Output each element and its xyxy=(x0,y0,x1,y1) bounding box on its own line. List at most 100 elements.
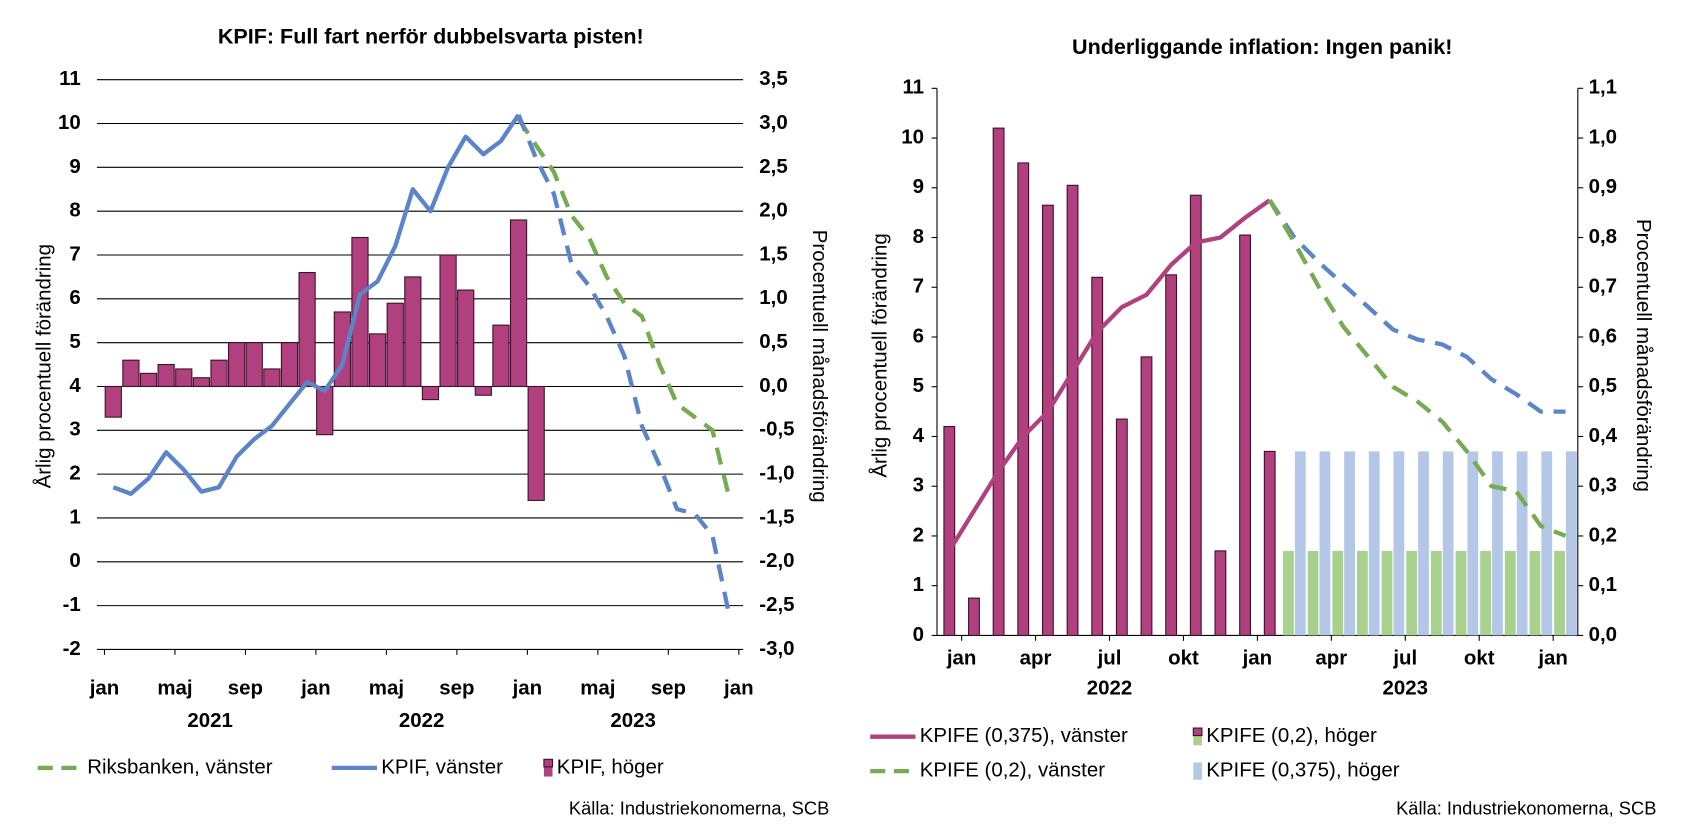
y-tick-label: -1 xyxy=(63,593,81,616)
y-axis-label: Årlig procentuell förändring xyxy=(868,233,891,477)
y2-tick-label: 0,1 xyxy=(1589,573,1617,596)
line xyxy=(516,117,733,501)
y-tick-label: 1 xyxy=(913,573,924,596)
bar xyxy=(210,359,228,388)
bar xyxy=(1541,451,1553,636)
year-label: 2022 xyxy=(1087,677,1133,700)
charts: KPIF: Full fart nerför dubbelsvarta pist… xyxy=(33,24,1657,818)
bar xyxy=(1115,418,1128,636)
y2-tick-label: 2,5 xyxy=(759,155,787,178)
source: Källa: Industriekonomerna, SCB xyxy=(1396,798,1656,819)
x-tick-label: jan xyxy=(300,677,331,700)
y-tick-label: 3 xyxy=(69,418,80,441)
bar xyxy=(457,289,475,388)
bar xyxy=(1516,451,1528,636)
y-tick-label: 0 xyxy=(69,549,80,572)
line xyxy=(1267,199,1567,538)
legend-label: KPIFE (0,2), vänster xyxy=(920,759,1105,782)
bar xyxy=(280,342,299,388)
line xyxy=(1267,199,1566,414)
legend-label: Riksbanken, vänster xyxy=(87,755,272,778)
bar xyxy=(1566,451,1577,636)
x-tick-label: maj xyxy=(369,677,404,700)
bar xyxy=(1554,550,1565,636)
bar xyxy=(316,385,334,436)
bar xyxy=(968,597,980,636)
legend-swatch xyxy=(543,759,553,777)
y2-tick-label: 0,7 xyxy=(1589,275,1617,298)
y-tick-label: 2 xyxy=(913,523,924,546)
bar xyxy=(1381,550,1393,636)
legend-swatch xyxy=(1193,762,1202,780)
bar xyxy=(1307,550,1319,636)
y-tick-label: 2 xyxy=(69,462,80,485)
y2-tick-label: 0,2 xyxy=(1589,523,1617,546)
bar xyxy=(1283,550,1294,636)
x-tick-label: jan xyxy=(1242,647,1273,670)
y-tick-label: 3 xyxy=(913,474,924,497)
y2-tick-label: 1,0 xyxy=(1589,125,1617,148)
bar xyxy=(298,271,316,388)
y2-tick-label: 1,0 xyxy=(759,286,787,309)
x-tick-label: jan xyxy=(512,677,543,700)
y-tick-label: 5 xyxy=(69,330,80,353)
y2-tick-label: 3,0 xyxy=(759,111,787,134)
x-tick-label: sep xyxy=(228,677,263,700)
bar xyxy=(192,377,211,388)
y2-tick-label: -1,0 xyxy=(759,462,794,485)
x-tick-label: sep xyxy=(651,677,686,700)
x-tick-label: apr xyxy=(1020,647,1052,670)
chart-title: Underliggande inflation: Ingen panik! xyxy=(1072,35,1452,59)
x-tick-label: maj xyxy=(580,677,615,700)
y-tick-label: 11 xyxy=(902,76,924,99)
bar xyxy=(368,333,387,388)
y2-tick-label: 0,9 xyxy=(1589,175,1617,198)
bar xyxy=(386,302,404,388)
year-label: 2023 xyxy=(1383,677,1429,700)
x-tick-label: jul xyxy=(1097,647,1122,670)
bar xyxy=(1480,550,1492,636)
bar xyxy=(157,364,175,388)
y2-tick-label: 0,3 xyxy=(1589,474,1617,497)
y2-tick-label: -0,5 xyxy=(759,418,794,441)
y-axis-label: Årlig procentuell förändring xyxy=(33,244,56,488)
legend-label: KPIFE (0,2), höger xyxy=(1206,724,1377,747)
bar xyxy=(104,385,122,418)
x-tick-label: jan xyxy=(89,677,120,700)
bar xyxy=(474,385,492,396)
bar xyxy=(943,425,956,636)
bar xyxy=(1406,550,1418,636)
y-tick-label: 7 xyxy=(69,242,80,265)
bar xyxy=(1140,356,1153,636)
line xyxy=(947,198,1271,553)
bar xyxy=(1393,451,1405,636)
y2-tick-label: 3,5 xyxy=(759,67,787,90)
bar xyxy=(1066,184,1079,636)
x-tick-label: maj xyxy=(157,677,192,700)
y-tick-label: 8 xyxy=(913,225,924,248)
y2-tick-label: 1,5 xyxy=(759,242,787,265)
y2-tick-label: 0,8 xyxy=(1589,225,1617,248)
source: Källa: Industriekonomerna, SCB xyxy=(569,798,829,819)
bar xyxy=(1091,276,1104,636)
legend-label: KPIF, vänster xyxy=(381,755,503,778)
year-label: 2021 xyxy=(187,709,233,732)
bar xyxy=(263,368,281,388)
bar xyxy=(509,219,528,388)
y-tick-label: 4 xyxy=(913,424,925,447)
x-tick-label: sep xyxy=(439,677,474,700)
y2-tick-label: -1,5 xyxy=(759,505,794,528)
y-tick-label: 7 xyxy=(913,275,924,298)
y2-tick-label: -2,0 xyxy=(759,549,794,572)
y-tick-label: 6 xyxy=(913,324,924,347)
y2-tick-label: 0,4 xyxy=(1589,424,1618,447)
x-tick-label: apr xyxy=(1315,647,1347,670)
y2-tick-label: -2,5 xyxy=(759,593,794,616)
bar xyxy=(122,359,140,388)
bar xyxy=(1356,550,1368,636)
y2-tick-label: 1,1 xyxy=(1589,76,1617,99)
bar xyxy=(351,236,369,388)
bar xyxy=(1455,550,1467,636)
x-tick-label: jul xyxy=(1392,647,1417,670)
x-tick-label: okt xyxy=(1464,647,1495,670)
